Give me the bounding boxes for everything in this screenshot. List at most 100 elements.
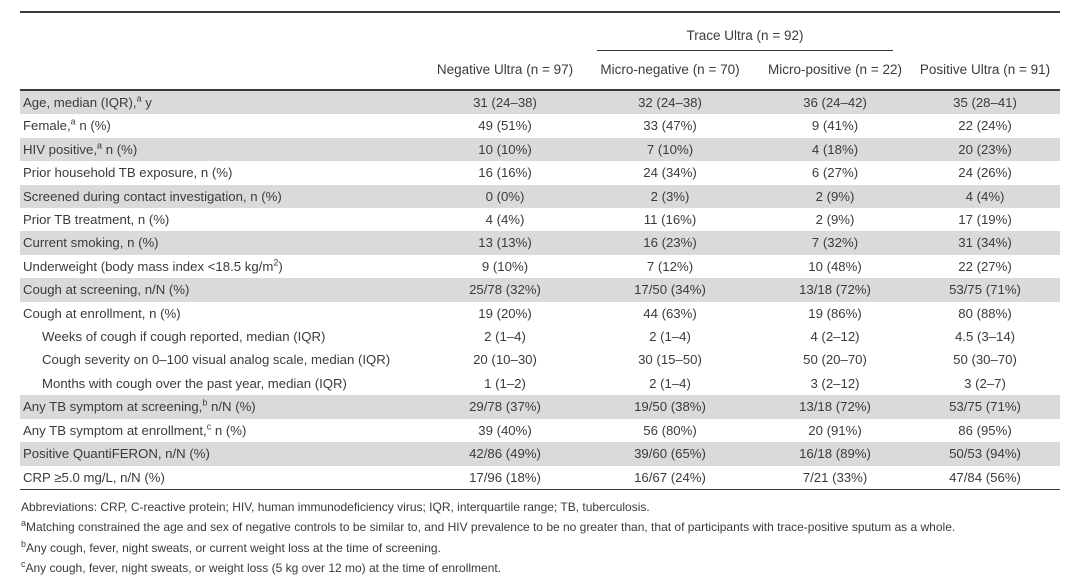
footnotes: Abbreviations: CRP, C-reactive protein; …	[20, 490, 1060, 579]
row-label: Cough severity on 0–100 visual analog sc…	[42, 352, 391, 368]
cell-value: 3 (2–12)	[810, 375, 860, 391]
superscript-marker: a	[21, 518, 27, 529]
group-header-spacer-col4	[910, 12, 1060, 51]
superscript-marker: c	[206, 421, 212, 432]
table-row: Any TB symptom at screening,b n/N (%) 29/…	[20, 395, 1061, 419]
superscript-marker: c	[21, 559, 26, 570]
cell-value: 19 (20%)	[478, 305, 532, 321]
cell-value: 31 (34%)	[958, 235, 1012, 251]
cell-value: 7 (12%)	[646, 258, 694, 274]
cell-value: 86 (95%)	[958, 422, 1012, 438]
cell-value: 19/50 (38%)	[634, 399, 706, 415]
cell-value: 16 (16%)	[478, 165, 532, 181]
cell-value: 0 (0%)	[485, 188, 525, 204]
group-header-label: Trace Ultra (n = 92)	[686, 28, 804, 43]
row-label: Underweight (body mass index <18.5 kg/m2…	[23, 257, 283, 274]
group-header-row: Trace Ultra (n = 92)	[20, 12, 1060, 51]
table-body: Age, median (IQR),a y 31 (24–38) 32 (24–38…	[20, 90, 1061, 490]
cell-value: 36 (24–42)	[803, 95, 867, 110]
table-row: Prior TB treatment, n (%) 4 (4%) 11 (16%) 2…	[20, 208, 1060, 231]
cell-value: 22 (27%)	[958, 258, 1012, 274]
row-label: HIV positive,a n (%)	[23, 140, 138, 157]
cell-value: 29/78 (37%)	[469, 399, 541, 415]
cell-value: 16 (23%)	[643, 235, 697, 251]
row-label: Any TB symptom at enrollment,c n (%)	[23, 421, 247, 438]
row-label: Female,a n (%)	[23, 117, 111, 134]
cell-value: 7 (10%)	[646, 141, 694, 157]
cell-value: 9 (10%)	[481, 258, 529, 274]
cell-value: 17/50 (34%)	[634, 282, 706, 298]
column-header-micro-negative: Micro-negative (n = 70)	[580, 51, 760, 91]
cell-value: 2 (9%)	[815, 212, 855, 228]
group-header-spacer-label	[20, 12, 430, 51]
cell-value: 53/75 (71%)	[949, 282, 1021, 298]
cell-value: 4.5 (3–14)	[954, 329, 1016, 345]
cell-value: 33 (47%)	[643, 118, 697, 134]
footnote-line: Abbreviations: CRP, C-reactive protein; …	[21, 499, 650, 514]
table-row: Screened during contact investigation, n…	[20, 184, 1061, 209]
table-row: Prior household TB exposure, n (%) 16 (16…	[20, 161, 1060, 184]
characteristics-table: Trace Ultra (n = 92) Negative Ultra (n =…	[20, 11, 1061, 490]
row-label: Months with cough over the past year, me…	[42, 375, 347, 391]
cell-value: 7 (32%)	[811, 235, 859, 251]
table-row: Any TB symptom at enrollment,c n (%) 39 (…	[20, 419, 1060, 442]
row-label: Cough at screening, n/N (%)	[23, 282, 190, 298]
cell-value: 2 (9%)	[815, 188, 855, 204]
superscript-marker: a	[136, 93, 142, 104]
table-row: CRP ≥5.0 mg/L, n/N (%) 17/96 (18%) 16/67 (…	[20, 466, 1060, 490]
cell-value: 53/75 (71%)	[949, 399, 1021, 415]
cell-value: 49 (51%)	[478, 118, 532, 134]
column-header-negative-ultra: Negative Ultra (n = 97)	[430, 51, 580, 91]
cell-value: 30 (15–50)	[638, 352, 702, 368]
superscript-marker: 2	[273, 257, 279, 268]
cell-value: 32 (24–38)	[638, 95, 702, 110]
table-row: Weeks of cough if cough reported, median…	[20, 325, 1060, 348]
cell-value: 39/60 (65%)	[634, 446, 706, 462]
superscript-marker: b	[21, 538, 27, 549]
cell-value: 2 (3%)	[650, 188, 690, 204]
cell-value: 4 (4%)	[485, 212, 525, 228]
cell-value: 2 (1–4)	[484, 329, 526, 345]
row-label: Weeks of cough if cough reported, median…	[42, 329, 326, 345]
table-figure: Trace Ultra (n = 92) Negative Ultra (n =…	[20, 11, 1061, 586]
cell-value: 22 (24%)	[958, 118, 1012, 134]
table-row: Months with cough over the past year, me…	[20, 372, 1060, 395]
table-row: Age, median (IQR),a y 31 (24–38) 32 (24–38…	[20, 90, 1061, 115]
footnote-line: bAny cough, fever, night sweats, or curr…	[21, 538, 441, 555]
table-header: Trace Ultra (n = 92) Negative Ultra (n =…	[20, 12, 1061, 91]
row-label: Any TB symptom at screening,b n/N (%)	[23, 397, 256, 415]
cell-value: 44 (63%)	[643, 305, 697, 321]
cell-value: 42/86 (49%)	[469, 446, 541, 462]
cell-value: 16/18 (89%)	[799, 446, 871, 462]
cell-value: 31 (24–38)	[473, 95, 537, 110]
cell-value: 17/96 (18%)	[469, 469, 541, 485]
cell-value: 35 (28–41)	[953, 95, 1017, 110]
cell-value: 25/78 (32%)	[469, 282, 541, 298]
cell-value: 19 (86%)	[808, 305, 862, 321]
cell-value: 13 (13%)	[478, 235, 532, 251]
table-row: Current smoking, n (%) 13 (13%) 16 (23%) 7 …	[20, 231, 1061, 255]
cell-value: 2 (1–4)	[649, 329, 691, 345]
table-row: Cough at enrollment, n (%) 19 (20%) 44 (63…	[20, 302, 1060, 325]
footnote-line: aMatching constrained the age and sex of…	[21, 518, 956, 535]
column-header-micro-positive: Micro-positive (n = 22)	[760, 51, 911, 91]
row-label: Positive QuantiFERON, n/N (%)	[23, 446, 210, 462]
group-header-spacer-col1	[430, 12, 580, 51]
cell-value: 20 (23%)	[958, 141, 1012, 157]
cell-value: 50/53 (94%)	[949, 446, 1021, 462]
cell-value: 13/18 (72%)	[799, 399, 871, 415]
cell-value: 17 (19%)	[958, 212, 1012, 228]
group-header-trace-ultra: Trace Ultra (n = 92)	[580, 12, 910, 51]
cell-value: 39 (40%)	[478, 422, 532, 438]
table-row: Underweight (body mass index <18.5 kg/m2…	[20, 255, 1060, 278]
row-label: Prior TB treatment, n (%)	[23, 212, 170, 228]
cell-value: 50 (30–70)	[953, 352, 1017, 368]
table-row: Cough at screening, n/N (%) 25/78 (32%) 17…	[20, 278, 1061, 302]
row-label: Age, median (IQR),a y	[23, 93, 152, 110]
cell-value: 10 (10%)	[478, 141, 532, 157]
cell-value: 47/84 (56%)	[949, 469, 1021, 485]
cell-value: 7/21 (33%)	[802, 469, 868, 485]
row-label: Prior household TB exposure, n (%)	[23, 165, 233, 181]
table-row: Female,a n (%) 49 (51%) 33 (47%) 9 (41%) 22 …	[20, 114, 1060, 137]
cell-value: 24 (34%)	[643, 165, 697, 181]
